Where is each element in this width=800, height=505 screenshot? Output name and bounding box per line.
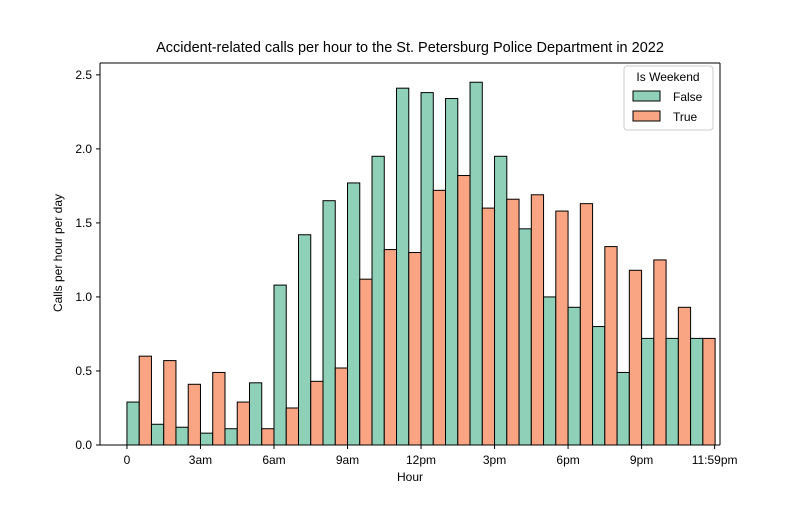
chart-title: Accident-related calls per hour to the S…: [156, 40, 664, 56]
bar-true-hour-11: [408, 252, 422, 446]
bar-false-hour-5: [248, 382, 263, 446]
bar-false-hour-18: [567, 306, 581, 446]
bar-true-hour-14: [481, 207, 496, 446]
x-tick-label: 3pm: [483, 453, 506, 467]
legend-label-true: True: [673, 110, 698, 124]
bar-true-hour-17: [555, 210, 569, 446]
bar-false-hour-3: [199, 432, 214, 446]
bar-true-hour-12: [432, 189, 447, 446]
bar-true-hour-8: [334, 367, 349, 446]
bar-false-hour-1: [150, 423, 165, 446]
y-tick-label: 1.0: [75, 290, 92, 304]
x-tick-label: 9am: [336, 453, 359, 467]
bar-true-hour-2: [187, 383, 201, 446]
legend-swatch-true: [632, 110, 661, 122]
bar-true-hour-15: [506, 198, 520, 446]
bar-true-hour-23: [702, 337, 716, 446]
bar-false-hour-21: [641, 337, 655, 446]
bar-false-hour-4: [224, 428, 238, 446]
bar-false-hour-16: [518, 228, 532, 446]
bar-false-hour-14: [469, 81, 483, 446]
bar-true-hour-19: [604, 246, 618, 446]
bar-false-hour-8: [322, 200, 336, 446]
bar-true-hour-16: [530, 194, 545, 446]
bar-false-hour-6: [273, 284, 287, 446]
y-tick-label: 2.5: [75, 68, 92, 82]
bar-false-hour-0: [126, 401, 140, 446]
bar-false-hour-11: [396, 87, 410, 446]
bar-false-hour-2: [175, 426, 189, 446]
bar-true-hour-1: [163, 360, 177, 446]
bar-false-hour-10: [371, 155, 385, 446]
x-tick-label: 6pm: [556, 453, 579, 467]
bar-true-hour-13: [457, 175, 471, 446]
legend-title: Is Weekend: [636, 70, 699, 84]
bar-false-hour-13: [445, 98, 459, 446]
bar-false-hour-12: [420, 92, 434, 446]
bars-group: [126, 81, 716, 446]
bar-true-hour-20: [628, 269, 643, 446]
bar-true-hour-21: [653, 259, 667, 446]
legend: Is Weekend False True: [623, 65, 714, 131]
bar-true-hour-0: [138, 355, 152, 446]
bar-false-hour-22: [665, 337, 679, 446]
bar-true-hour-7: [310, 380, 324, 446]
x-tick-label: 0: [124, 453, 131, 467]
y-tick-label: 2.0: [75, 142, 92, 156]
bar-true-hour-5: [261, 428, 275, 446]
bar-false-hour-17: [543, 296, 557, 446]
x-tick-label: 11:59pm: [692, 453, 738, 467]
bar-true-hour-22: [677, 306, 692, 446]
x-tick-label: 6am: [262, 453, 285, 467]
bar-false-hour-9: [347, 182, 361, 446]
legend-swatch-false: [632, 90, 661, 102]
legend-label-false: False: [673, 90, 703, 104]
y-tick-label: 0.5: [75, 364, 92, 378]
bar-true-hour-10: [383, 249, 398, 446]
x-axis-label: Hour: [397, 470, 423, 484]
bar-true-hour-18: [579, 203, 594, 446]
bar-true-hour-3: [212, 371, 226, 446]
bar-true-hour-6: [285, 407, 299, 446]
bar-false-hour-7: [297, 234, 312, 446]
bar-true-hour-4: [236, 401, 250, 446]
x-tick-label: 12pm: [406, 453, 436, 467]
bar-false-hour-19: [592, 326, 606, 446]
bar-true-hour-9: [359, 278, 373, 446]
y-tick-label: 1.5: [75, 216, 92, 230]
bar-false-hour-15: [494, 155, 508, 446]
x-tick-label: 3am: [189, 453, 212, 467]
bar-false-hour-20: [616, 371, 630, 446]
y-axis-label: Calls per hour per day: [51, 194, 65, 312]
y-tick-label: 0.0: [75, 438, 92, 452]
x-tick-label: 9pm: [630, 453, 653, 467]
bar-false-hour-23: [690, 337, 704, 446]
axes-group: 0 3am 6am 9am 12pm 3pm 6pm 9pm 11:59pm 0.0 0.5 1.0 1…: [75, 62, 738, 467]
